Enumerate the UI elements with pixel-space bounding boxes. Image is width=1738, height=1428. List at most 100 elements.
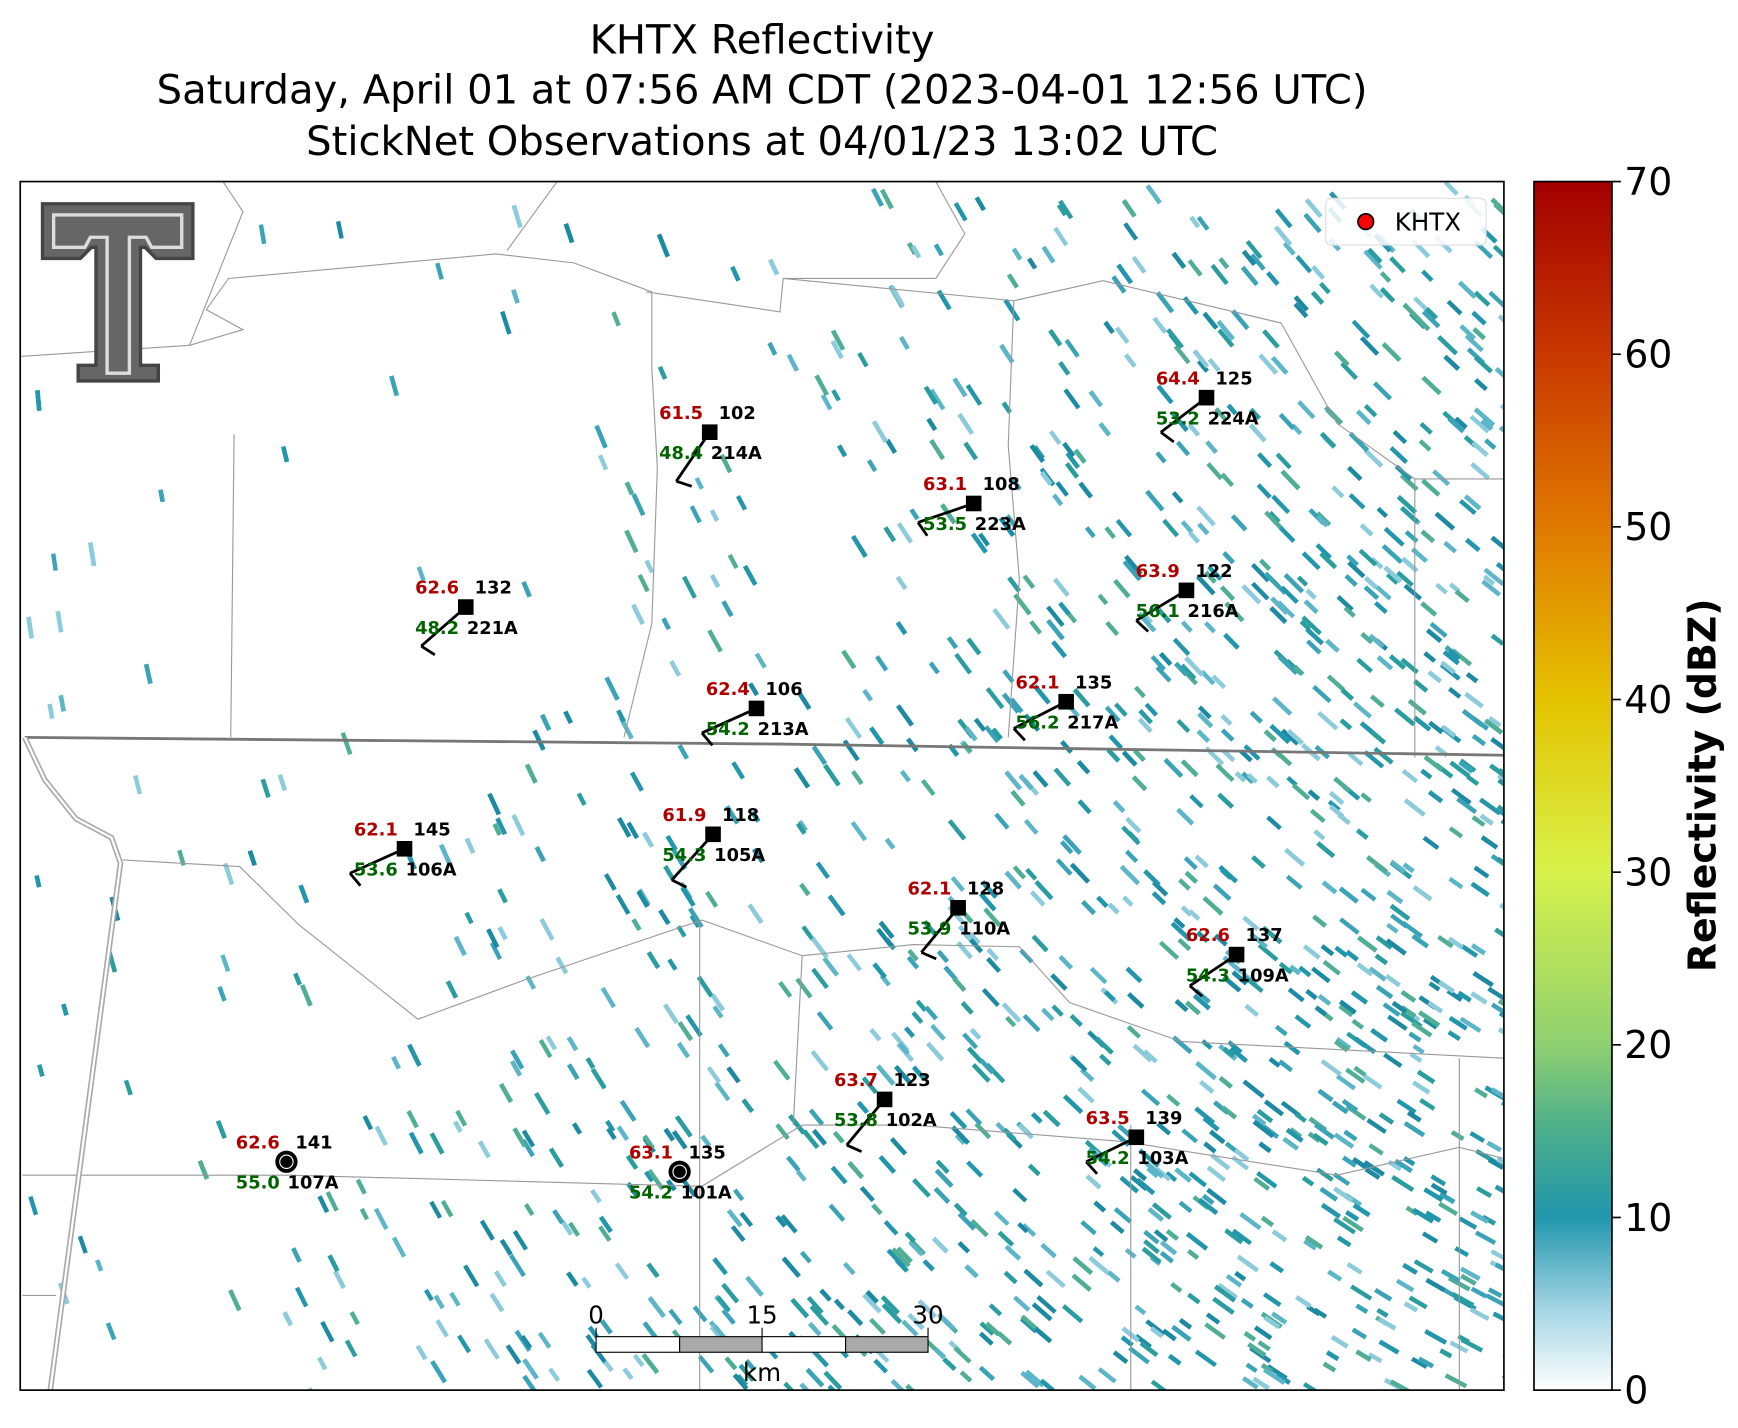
- station-value: 128: [967, 878, 1004, 899]
- radar-gate: [866, 459, 878, 473]
- radar-gate: [1408, 1031, 1422, 1043]
- radar-gate: [1333, 776, 1352, 793]
- radar-gate: [1344, 574, 1358, 587]
- radar-gate: [1333, 1132, 1355, 1149]
- radar-gate: [1261, 925, 1283, 945]
- radar-gate: [1407, 699, 1427, 716]
- radar-gate: [1449, 760, 1471, 778]
- radar-gate: [215, 1120, 227, 1139]
- radar-gate: [1274, 225, 1293, 247]
- county-lines: [20, 181, 1504, 1391]
- radar-gate: [1278, 1059, 1293, 1073]
- radar-gate: [1080, 1220, 1097, 1236]
- radar-gate: [851, 770, 864, 786]
- station-id: 224A: [1208, 408, 1259, 429]
- radar-gate: [1053, 226, 1069, 247]
- station-id: 223A: [975, 514, 1026, 535]
- radar-gate: [563, 710, 573, 725]
- radar-gate: [1188, 909, 1201, 921]
- radar-gate: [143, 663, 153, 685]
- radar-gate: [1202, 311, 1219, 330]
- radar-gate: [908, 1240, 924, 1257]
- radar-gate: [1207, 565, 1223, 581]
- radar-field: [26, 181, 1504, 1391]
- radar-gate: [1204, 570, 1217, 584]
- temperature: 62.4: [706, 679, 750, 700]
- radar-gate: [1029, 444, 1045, 463]
- radar-gate: [1272, 696, 1293, 716]
- radar-gate: [1065, 451, 1080, 469]
- radar-gate: [1502, 1352, 1504, 1368]
- radar-gate: [624, 529, 639, 553]
- radar-gate: [1420, 768, 1433, 780]
- radar-gate: [1394, 1158, 1413, 1173]
- radar-gate: [1363, 750, 1385, 769]
- radar-gate: [943, 965, 958, 982]
- radar-gate: [885, 438, 897, 454]
- radar-gate: [1396, 495, 1418, 515]
- radar-gate: [1046, 605, 1065, 628]
- radar-gate: [1480, 419, 1494, 431]
- radar-gate: [983, 907, 1002, 927]
- radar-gate: [1448, 1016, 1468, 1031]
- radar-gate: [552, 1209, 565, 1225]
- radar-gate: [1403, 798, 1426, 817]
- station-marker: [1198, 389, 1215, 406]
- radar-gate: [1257, 452, 1273, 468]
- radar-gate: [1301, 551, 1321, 571]
- station-value: 125: [1215, 368, 1252, 389]
- radar-gate: [1081, 900, 1096, 916]
- radar-gate: [1106, 748, 1121, 763]
- radar-gate: [963, 441, 978, 461]
- radar-gate: [911, 1011, 924, 1025]
- radar-gate: [841, 649, 857, 670]
- radar-gate: [1155, 451, 1167, 464]
- radar-gate: [1194, 1349, 1217, 1368]
- radar-gate: [511, 204, 523, 229]
- radar-gate: [1294, 1014, 1312, 1029]
- radar-gate: [1425, 1278, 1446, 1293]
- radar-gate: [1003, 1270, 1018, 1285]
- radar-gate: [1283, 1040, 1301, 1056]
- radar-gate: [1094, 1036, 1114, 1055]
- radar-gate: [1006, 273, 1019, 289]
- radar-gate: [1497, 778, 1504, 794]
- radar-gate: [657, 365, 668, 380]
- radar-gate: [1213, 933, 1228, 947]
- radar-gate: [973, 717, 987, 732]
- radar-gate: [1045, 1269, 1066, 1289]
- radar-gate: [611, 311, 621, 327]
- radar-gate: [1199, 1080, 1215, 1094]
- dewpoint: 54.2: [1086, 1148, 1130, 1169]
- radar-gate: [959, 1370, 973, 1383]
- radar-gate: [281, 446, 290, 463]
- radar-gate: [1226, 403, 1238, 416]
- radar-gate: [1173, 344, 1191, 365]
- radar-gate: [1454, 416, 1468, 430]
- radar-gate: [1306, 1304, 1321, 1317]
- radar-gate: [1336, 595, 1354, 612]
- radar-gate: [600, 986, 616, 1009]
- radar-gate: [1259, 558, 1272, 571]
- radar-gate: [1019, 948, 1034, 964]
- radar-gate: [1222, 551, 1235, 565]
- radar-gate: [631, 918, 642, 931]
- radar-gate: [642, 831, 654, 848]
- radar-gate: [1266, 775, 1280, 789]
- radar-gate: [675, 1115, 693, 1138]
- radar-gate: [1351, 319, 1371, 339]
- radar-gate: [1389, 256, 1406, 274]
- radar-gate: [599, 1319, 613, 1335]
- radar-gate: [1353, 701, 1372, 719]
- radar-gate: [1280, 469, 1301, 491]
- radar-gate: [545, 1035, 558, 1051]
- radar-gate: [1469, 1307, 1490, 1321]
- radar-gate: [1316, 841, 1336, 859]
- radar-gate: [1500, 818, 1504, 830]
- station-value: 135: [689, 1142, 726, 1163]
- radar-gate: [895, 575, 908, 590]
- radar-gate: [35, 390, 42, 411]
- radar-gate: [464, 837, 476, 854]
